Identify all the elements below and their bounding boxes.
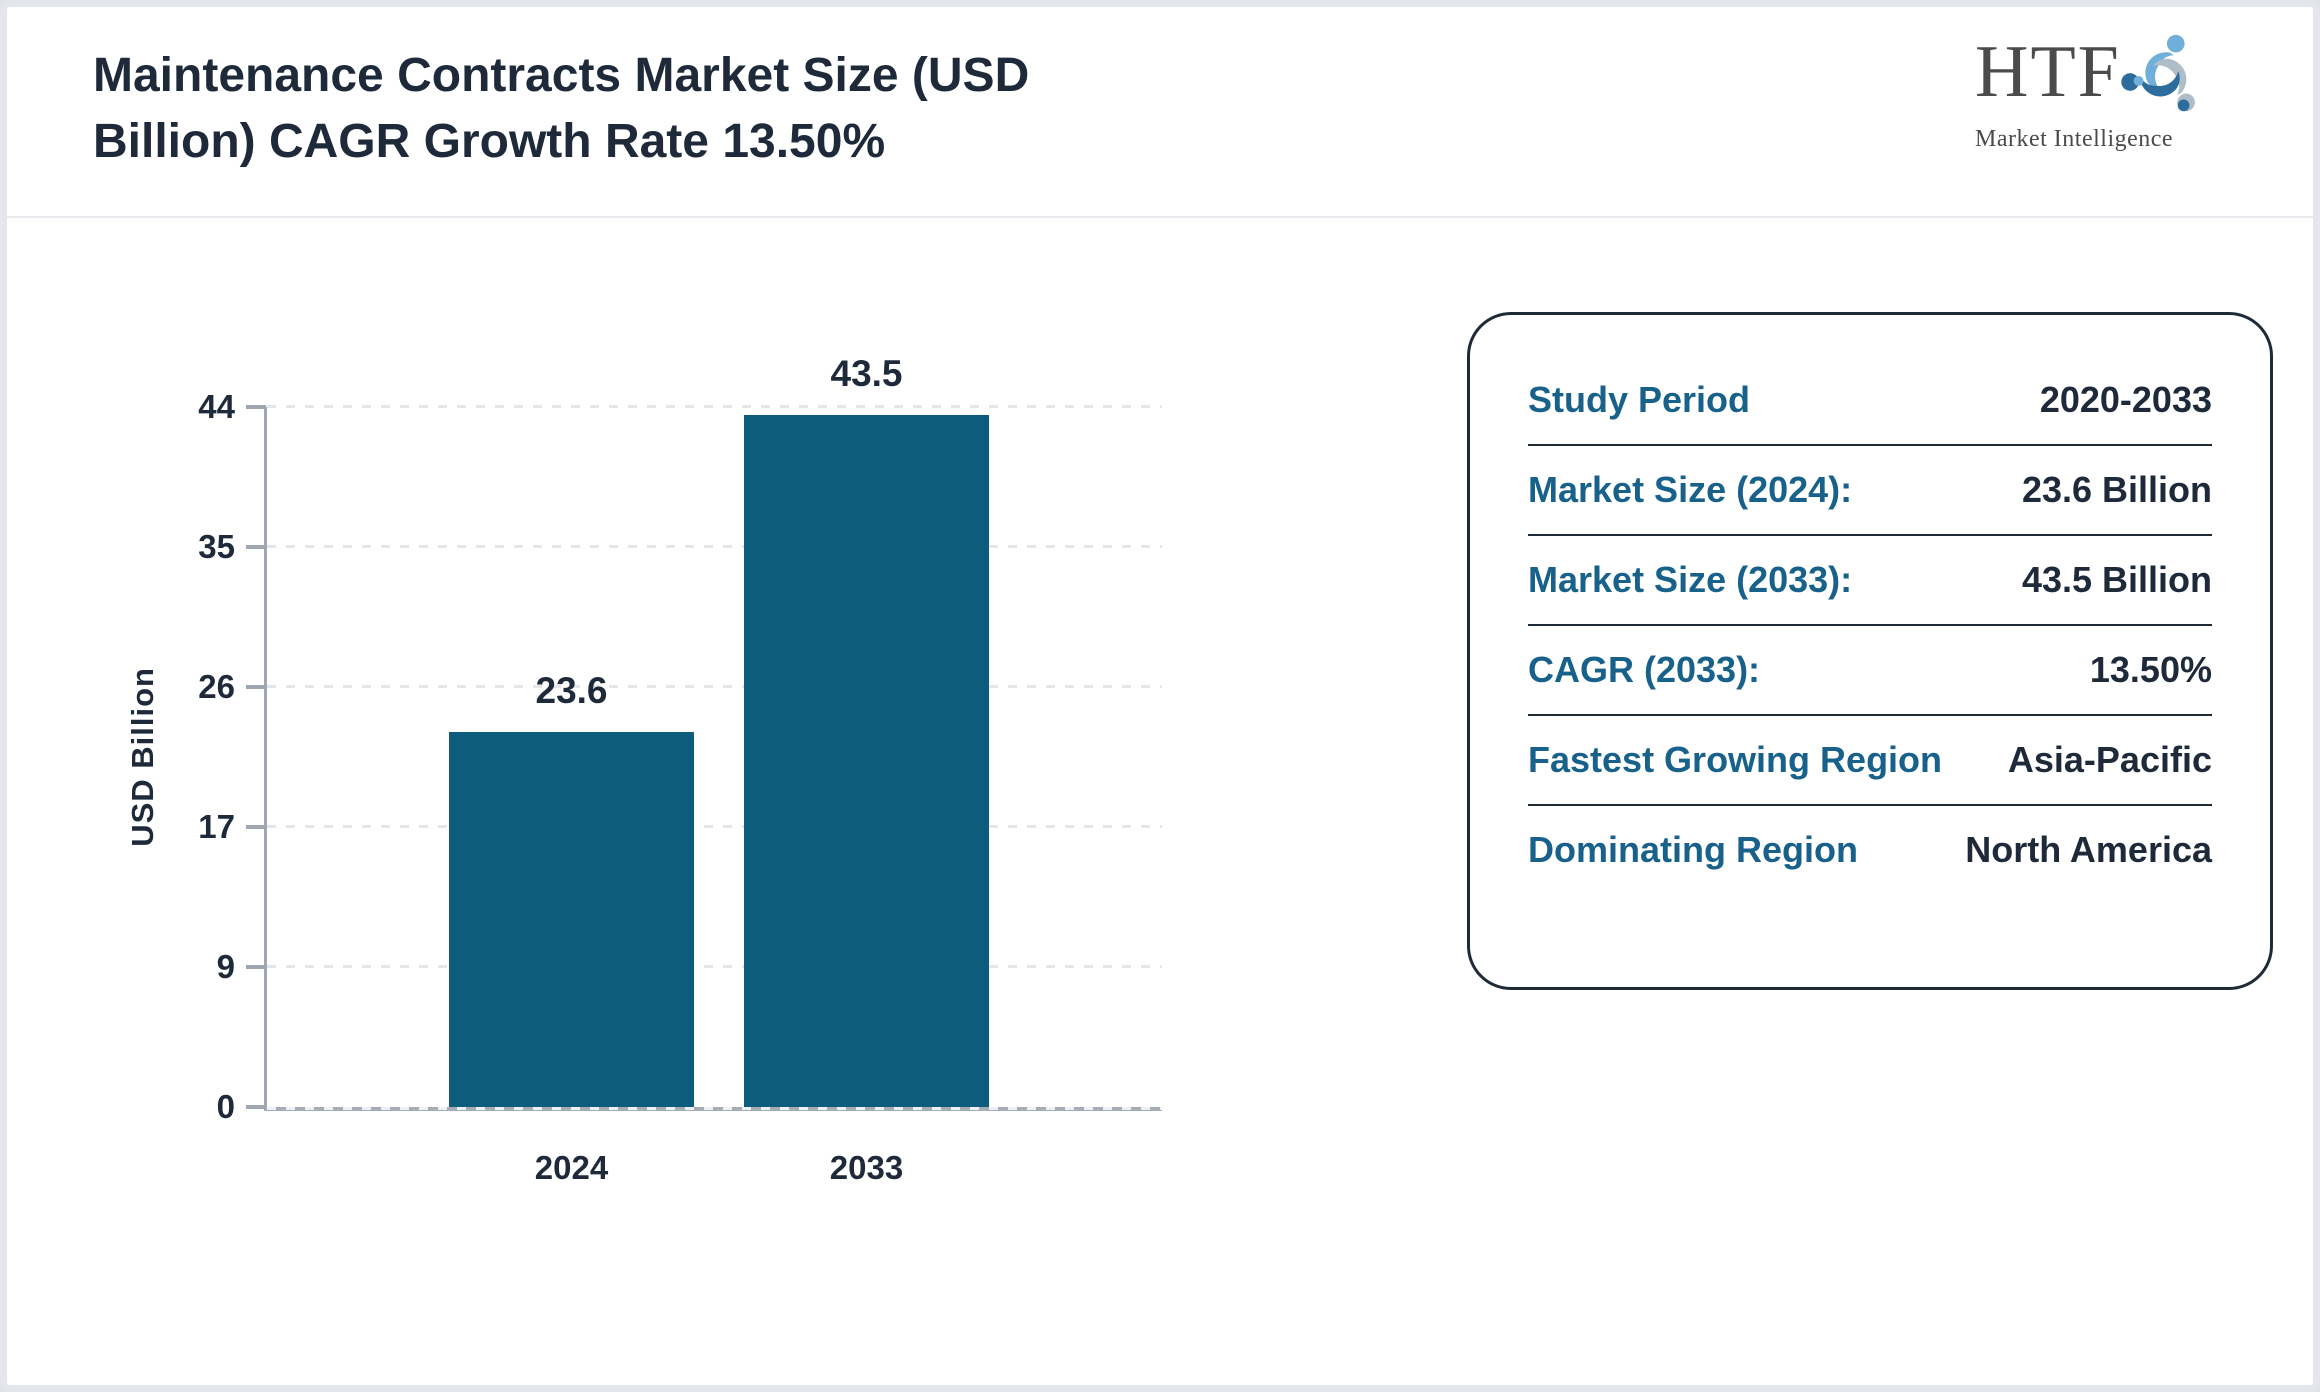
gridline xyxy=(267,965,1162,968)
y-tick-label: 26 xyxy=(198,668,235,705)
y-tick-mark xyxy=(246,965,266,969)
bar xyxy=(744,415,989,1107)
y-tick-label: 9 xyxy=(216,948,235,985)
gridline xyxy=(267,545,1162,548)
gridline xyxy=(267,685,1162,688)
info-card-row: Dominating Region North America xyxy=(1528,806,2212,894)
y-tick-label: 44 xyxy=(198,388,235,425)
info-card-row-value: 2020-2033 xyxy=(2039,379,2212,420)
bar xyxy=(449,732,694,1107)
info-card-row: Market Size (2024): 23.6 Billion xyxy=(1528,446,2212,536)
y-tick-mark xyxy=(246,405,266,409)
header: Maintenance Contracts Market Size (USD B… xyxy=(7,7,2313,218)
info-card-row-value: Asia-Pacific xyxy=(2007,739,2212,780)
y-axis-title: USD Billion xyxy=(125,667,160,847)
y-tick-label: 35 xyxy=(198,528,235,565)
bar-value-label: 43.5 xyxy=(830,353,903,394)
y-tick-label: 0 xyxy=(216,1088,235,1125)
info-card-row-value: 13.50% xyxy=(2089,649,2212,690)
info-card-row-label: Study Period xyxy=(1528,379,1751,420)
bar-value-label: 23.6 xyxy=(535,670,608,711)
info-card-row-value: North America xyxy=(1965,829,2212,870)
gridline xyxy=(267,405,1162,408)
y-tick-label: 17 xyxy=(198,808,235,845)
info-card-row-label: Fastest Growing Region xyxy=(1528,739,1943,780)
htf-swirl-icon xyxy=(2115,27,2213,130)
y-tick-mark xyxy=(246,545,266,549)
info-card-row-label: CAGR (2033): xyxy=(1528,649,1761,690)
info-card-rows: Study Period 2020-2033 Market Size (2024… xyxy=(1528,356,2212,894)
info-card: Study Period 2020-2033 Market Size (2024… xyxy=(1467,312,2273,990)
y-tick-mark xyxy=(246,1105,266,1109)
x-tick-label: 2024 xyxy=(534,1149,609,1186)
gridline xyxy=(267,1107,1162,1110)
plot-area: 0 9 17 26 35 44 23.6 2024 43.5 2033 xyxy=(198,353,1162,1186)
logo-text: HTF xyxy=(1975,31,2121,113)
y-tick-mark xyxy=(246,685,266,689)
page-title: Maintenance Contracts Market Size (USD B… xyxy=(93,49,1030,169)
info-card-row: Study Period 2020-2033 xyxy=(1528,356,2212,446)
brand-logo: HTF xyxy=(1975,31,2235,153)
logo-subtext: Market Intelligence xyxy=(1975,126,2174,152)
info-card-row: CAGR (2033): 13.50% xyxy=(1528,626,2212,716)
info-card-row-label: Market Size (2033): xyxy=(1528,559,1853,600)
bar-chart: USD Billion 0 9 17 26 35 44 23.6 2024 43.5 2033 xyxy=(7,337,1227,1217)
info-card-row-value: 43.5 Billion xyxy=(2021,559,2212,600)
gridline xyxy=(267,825,1162,828)
info-card-row: Market Size (2033): 43.5 Billion xyxy=(1528,536,2212,626)
y-tick-mark xyxy=(246,825,266,829)
info-card-row-label: Market Size (2024): xyxy=(1528,469,1853,510)
x-tick-label: 2033 xyxy=(829,1149,904,1186)
info-card-row: Fastest Growing Region Asia-Pacific xyxy=(1528,716,2212,806)
info-card-row-value: 23.6 Billion xyxy=(2021,469,2212,510)
info-card-row-label: Dominating Region xyxy=(1528,829,1858,870)
